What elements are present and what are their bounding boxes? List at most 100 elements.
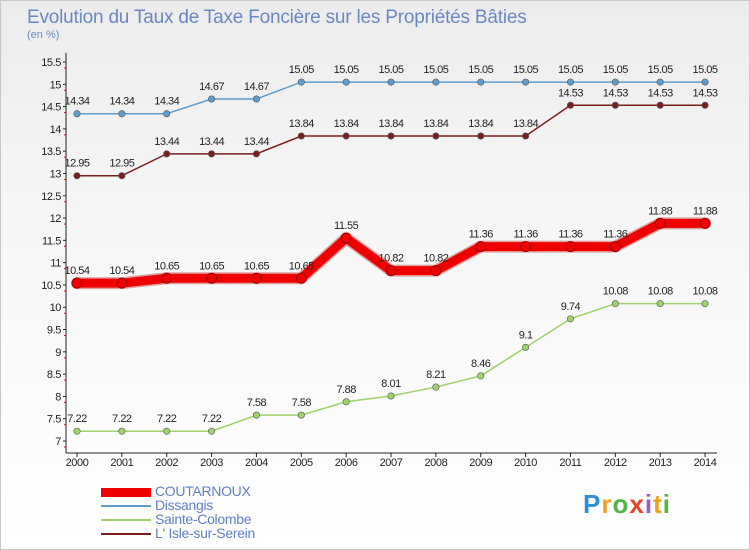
data-label-sainte-colombe: 7.58 — [247, 397, 267, 409]
data-point-l-isle-sur-serein — [163, 150, 171, 158]
data-point-dissangis — [432, 78, 440, 86]
data-point-dissangis — [118, 110, 126, 118]
legend-swatch-dissangis — [101, 505, 151, 507]
logo-letter: o — [612, 489, 630, 519]
data-point-coutarnoux — [430, 265, 442, 277]
legend-swatch-isle-sur-serein — [101, 533, 151, 535]
data-point-sainte-colombe — [73, 427, 81, 435]
data-label-dissangis: 14.34 — [154, 96, 179, 108]
legend-swatch-coutarnoux — [101, 488, 151, 497]
data-label-coutarnoux: 10.65 — [199, 260, 224, 272]
y-tick-label: 7 — [55, 436, 61, 448]
data-point-coutarnoux — [161, 272, 173, 284]
data-point-sainte-colombe — [387, 392, 395, 400]
x-tick-label: 2011 — [559, 457, 581, 469]
data-label-coutarnoux: 10.65 — [244, 260, 269, 272]
x-tick-label: 2003 — [200, 457, 223, 469]
data-label-dissangis: 15.05 — [423, 64, 448, 76]
data-point-coutarnoux — [654, 217, 666, 229]
data-point-dissangis — [477, 78, 485, 86]
data-point-l-isle-sur-serein — [656, 101, 664, 109]
data-point-coutarnoux — [385, 265, 397, 277]
data-point-dissangis — [522, 78, 530, 86]
data-point-l-isle-sur-serein — [118, 172, 126, 180]
y-tick-label: 11.5 — [42, 235, 61, 247]
data-point-sainte-colombe — [163, 427, 171, 435]
data-label-l-isle-sur-serein: 13.44 — [244, 136, 269, 148]
x-tick-label: 2004 — [245, 457, 268, 469]
x-tick-label: 2009 — [469, 457, 492, 469]
data-point-coutarnoux — [340, 232, 352, 244]
data-label-dissangis: 15.05 — [693, 64, 718, 76]
data-point-coutarnoux — [295, 272, 307, 284]
series-line-sainte-colombe — [77, 302, 706, 432]
y-tick-label: 8.5 — [47, 369, 61, 381]
data-point-coutarnoux — [699, 217, 711, 229]
legend-label-sainte-colombe: Sainte-Colombe — [155, 511, 252, 527]
data-point-sainte-colombe — [566, 315, 574, 323]
legend-item-dissangis: Dissangis — [101, 497, 401, 513]
data-label-l-isle-sur-serein: 14.53 — [693, 87, 718, 99]
data-label-sainte-colombe: 7.22 — [202, 413, 222, 425]
data-label-dissangis: 14.67 — [244, 81, 269, 93]
data-point-l-isle-sur-serein — [432, 132, 440, 140]
legend-label-coutarnoux: COUTARNOUX — [155, 483, 251, 499]
data-label-sainte-colombe: 8.01 — [381, 378, 401, 390]
data-point-l-isle-sur-serein — [208, 150, 216, 158]
data-point-dissangis — [297, 78, 305, 86]
data-label-coutarnoux: 11.88 — [648, 205, 673, 217]
data-label-coutarnoux: 10.65 — [289, 260, 314, 272]
data-label-coutarnoux: 11.36 — [558, 229, 583, 241]
data-point-sainte-colombe — [701, 300, 709, 308]
x-tick-label: 2006 — [335, 457, 358, 469]
data-point-dissangis — [252, 95, 260, 103]
x-tick-label: 2001 — [110, 457, 133, 469]
data-label-dissangis: 15.05 — [289, 64, 314, 76]
data-label-sainte-colombe: 7.58 — [292, 397, 312, 409]
x-tick-label: 2007 — [380, 457, 403, 469]
y-tick-label: 8 — [55, 391, 61, 403]
data-label-l-isle-sur-serein: 14.53 — [648, 87, 673, 99]
data-label-l-isle-sur-serein: 12.95 — [64, 158, 89, 170]
data-point-dissangis — [701, 78, 709, 86]
data-label-coutarnoux: 10.54 — [109, 265, 134, 277]
y-tick-label: 9.5 — [47, 325, 61, 337]
y-tick-label: 12.5 — [41, 191, 61, 203]
y-tick-label: 13.5 — [41, 146, 61, 158]
legend-item-isle-sur-serein: L' Isle-sur-Serein — [101, 525, 401, 541]
data-label-coutarnoux: 10.54 — [64, 265, 89, 277]
legend-item-sainte-colombe: Sainte-Colombe — [101, 511, 401, 527]
data-label-l-isle-sur-serein: 13.84 — [334, 118, 359, 130]
data-point-sainte-colombe — [611, 300, 619, 308]
data-point-sainte-colombe — [477, 372, 485, 380]
logo-letter: t — [653, 489, 663, 519]
data-point-dissangis — [611, 78, 619, 86]
y-tick-label: 15 — [50, 79, 62, 91]
data-point-dissangis — [566, 78, 574, 86]
data-label-dissangis: 15.05 — [558, 64, 583, 76]
legend-item-coutarnoux: COUTARNOUX — [101, 483, 401, 499]
legend-swatch-sainte-colombe — [101, 519, 151, 521]
legend-label-dissangis: Dissangis — [155, 497, 213, 513]
data-label-l-isle-sur-serein: 13.84 — [513, 118, 538, 130]
data-label-sainte-colombe: 10.08 — [603, 286, 628, 298]
data-point-sainte-colombe — [656, 300, 664, 308]
data-label-sainte-colombe: 9.1 — [519, 329, 533, 341]
y-tick-label: 14 — [50, 124, 62, 136]
data-point-l-isle-sur-serein — [566, 101, 574, 109]
data-label-dissangis: 15.05 — [379, 64, 404, 76]
x-tick-label: 2010 — [514, 457, 537, 469]
data-point-dissangis — [342, 78, 350, 86]
data-point-coutarnoux — [564, 241, 576, 253]
data-label-coutarnoux: 11.36 — [603, 229, 628, 241]
data-label-sainte-colombe: 8.21 — [426, 369, 446, 381]
y-tick-label: 10.5 — [41, 280, 61, 292]
proxiti-logo: Proxiti — [583, 489, 671, 520]
data-label-sainte-colombe: 10.08 — [648, 286, 673, 298]
data-point-dissangis — [73, 110, 81, 118]
x-tick-label: 2008 — [424, 457, 447, 469]
logo-letter: x — [629, 489, 645, 519]
data-point-dissangis — [387, 78, 395, 86]
data-point-coutarnoux — [250, 272, 262, 284]
data-label-coutarnoux: 11.36 — [469, 229, 494, 241]
